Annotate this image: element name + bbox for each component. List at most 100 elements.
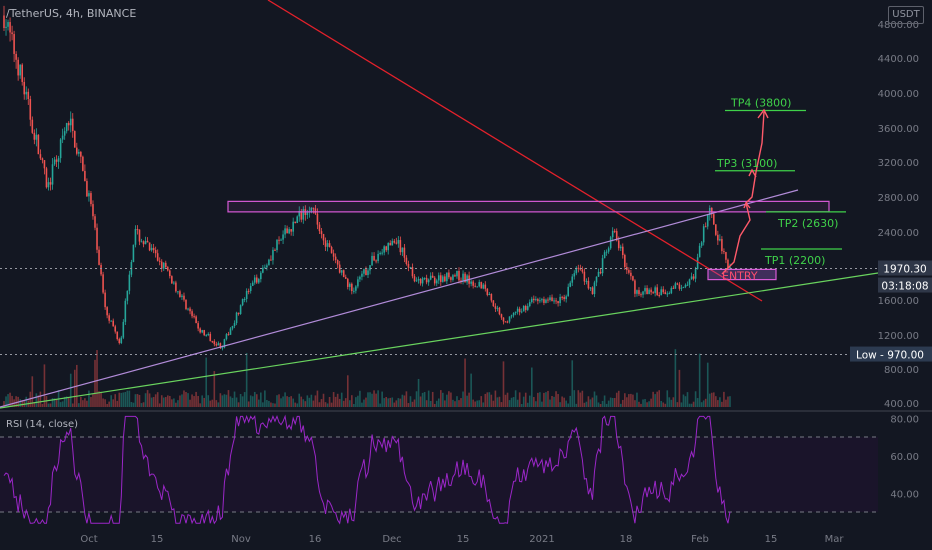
candle-body [33,132,36,140]
candle-body [482,284,485,289]
candle-body [346,278,349,287]
volume-bar [270,402,272,407]
candle-body [555,300,557,302]
candle-body [417,278,420,281]
candle-body [86,181,88,197]
volume-bar [167,395,169,407]
volume-bar [690,403,693,407]
candle-body [727,259,729,269]
volume-bar [464,358,466,407]
candle-body [278,239,280,241]
volume-bar [662,402,665,407]
volume-bar [286,396,288,407]
candle-body [167,267,169,271]
candle-body [142,241,145,245]
rsi-tick-label: 40.00 [890,489,919,500]
volume-bar [484,393,487,407]
candle-body [41,158,44,161]
volume-bar [506,392,509,407]
volume-bar [312,400,315,407]
volume-bar [223,394,226,407]
volume-bar [268,400,270,407]
candle-body [264,267,266,269]
candle-body [585,280,588,282]
volume-bar [626,397,628,407]
candle-body [197,323,199,329]
green-support-trendline[interactable] [0,272,879,409]
volume-bar [276,395,278,407]
candle-body [195,316,197,324]
volume-bar [152,397,155,407]
projection-path [721,111,765,275]
candle-body [437,275,440,281]
price-badge-label: 1970.30 [883,264,926,276]
descending-red-trendline[interactable] [267,0,763,302]
volume-bar [686,392,689,407]
candle-body [547,299,549,301]
entry-zone[interactable] [707,268,777,281]
candle-body [365,269,367,276]
candle-body [622,246,624,256]
volume-bar [308,397,311,407]
candle-body [43,160,46,169]
volume-bar [51,398,54,407]
candle-body [721,239,723,252]
candle-body [258,279,260,283]
volume-bar [490,394,493,407]
volume-bar [379,403,381,407]
volume-bar [187,393,189,407]
candle-body [571,276,574,283]
candle-body [158,260,161,262]
candle-body [646,288,648,295]
candle-body [270,259,272,261]
candle-body [100,264,102,275]
volume-bar [326,403,329,407]
rsi-indicator-label[interactable]: RSI (14, close) [6,419,79,430]
volume-bar [676,402,679,407]
candle-body [476,286,478,288]
candle-body [531,298,533,303]
candle-body [78,151,80,154]
candle-body [160,261,163,269]
volume-bar [231,397,234,407]
candle-body [302,209,305,220]
volume-bar [365,397,367,407]
candle-body [658,295,660,297]
candle-body [583,271,586,282]
candle-body [330,246,333,254]
volume-bar [569,395,572,407]
x-tick-label: Mar [825,534,845,545]
volume-bar [272,403,274,407]
volume-bar [431,391,434,407]
volume-bar [211,399,214,407]
resistance-zone[interactable] [227,200,830,213]
candle-body [638,290,640,295]
candle-body [300,210,303,220]
volume-bar [425,400,428,407]
low-badge [850,346,932,362]
candle-body [102,274,104,293]
candle-body [233,323,236,327]
candle-body [535,299,537,301]
volume-bar [543,392,545,407]
candle-body [490,294,493,301]
candle-body [310,207,313,212]
volume-bar [680,402,683,407]
volume-bar [504,394,507,407]
candle-body [146,240,149,243]
candle-body [284,228,286,235]
volume-bar [104,399,106,407]
candle-body [92,204,94,217]
volume-bar [494,390,497,407]
candle-body [294,221,296,224]
volume-bar [607,400,610,407]
volume-bar [652,391,654,407]
currency-button[interactable]: USDT [888,6,924,24]
violet-rising-trendline[interactable] [0,189,799,408]
volume-bar [522,396,525,407]
volume-bar [435,400,438,407]
candle-body [676,283,679,285]
volume-bar [330,402,333,407]
volume-bar [634,400,636,407]
